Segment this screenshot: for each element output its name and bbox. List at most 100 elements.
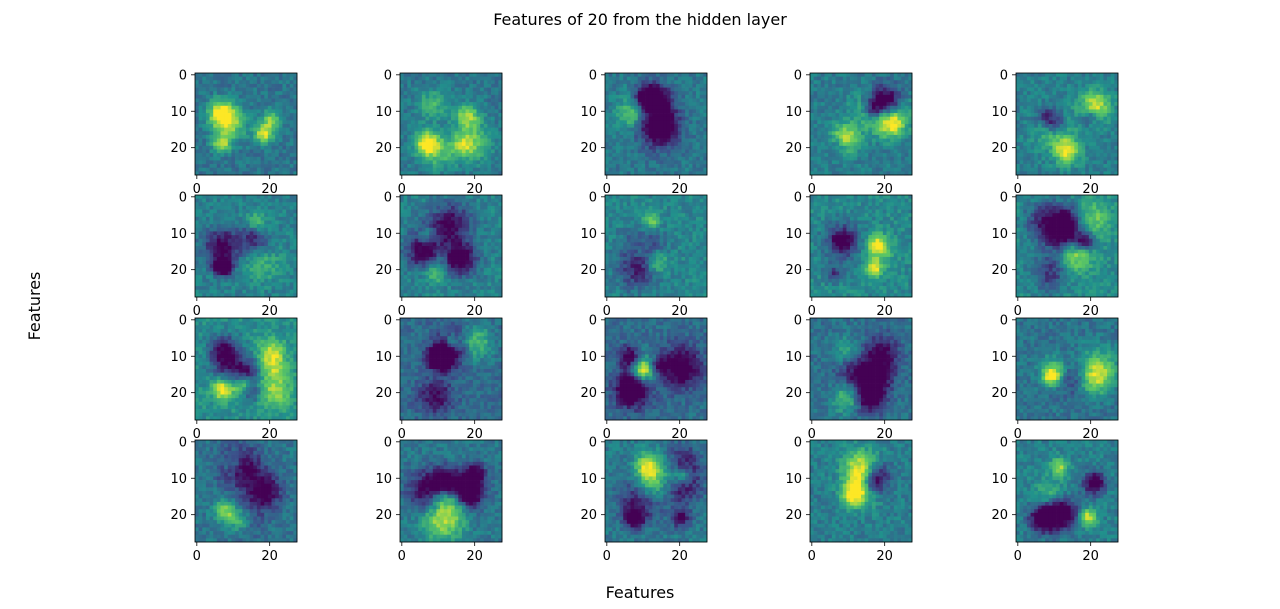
x-tick-label: 20 [1082,304,1099,319]
x-tick-label: 0 [1014,549,1022,564]
y-tick-label: 10 [580,472,597,487]
feature-image-16 [195,440,298,543]
panel-frame [1015,439,1119,543]
x-tick-label: 20 [671,182,688,197]
y-tick-label: 20 [991,386,1008,401]
y-tick-label: 20 [170,263,187,278]
x-tick-label: 0 [1014,182,1022,197]
y-tick-label: 0 [384,190,392,205]
panel-grid: 0 10 20 0 20 0 10 20 0 20 0 10 20 0 20 0 10 20 0 20 0 10 20 0 20… [170,68,1119,564]
feature-panel-1: 0 10 20 0 20 [170,68,298,197]
feature-image-12 [400,318,503,421]
panel-frame [604,439,708,543]
x-tick-label: 0 [808,304,816,319]
feature-image-1 [195,73,298,176]
feature-panel-8: 0 10 20 0 20 [580,190,708,319]
y-tick-label: 0 [179,68,187,83]
y-tick-label: 10 [785,105,802,120]
feature-panel-18: 0 10 20 0 20 [580,435,708,564]
y-tick-label: 10 [991,472,1008,487]
x-tick-label: 0 [808,549,816,564]
x-tick-label: 20 [671,304,688,319]
y-tick-label: 10 [991,227,1008,242]
y-tick-label: 10 [375,472,392,487]
y-tick-label: 20 [991,508,1008,523]
feature-image-3 [605,73,708,176]
y-tick-label: 20 [991,263,1008,278]
y-tick-label: 0 [179,190,187,205]
y-tick-label: 10 [375,227,392,242]
y-tick-label: 0 [589,313,597,328]
y-tick-label: 10 [785,350,802,365]
feature-image-19 [810,440,913,543]
feature-image-8 [605,195,708,298]
figure-y-label: Features [25,272,44,341]
y-tick-label: 10 [785,472,802,487]
x-tick-label: 0 [1014,427,1022,442]
feature-image-6 [195,195,298,298]
x-tick-label: 20 [466,182,483,197]
feature-panel-15: 0 10 20 0 20 [991,313,1119,442]
x-tick-label: 0 [398,427,406,442]
feature-panel-20: 0 10 20 0 20 [991,435,1119,564]
feature-image-11 [195,318,298,421]
y-tick-label: 20 [170,141,187,156]
x-tick-label: 20 [261,182,278,197]
y-tick-label: 10 [170,105,187,120]
y-tick-label: 20 [580,141,597,156]
figure-title: Features of 20 from the hidden layer [493,10,787,29]
x-tick-label: 0 [193,182,201,197]
panel-frame [1015,194,1119,298]
x-tick-label: 20 [261,304,278,319]
x-tick-label: 20 [1082,427,1099,442]
feature-image-7 [400,195,503,298]
feature-image-13 [605,318,708,421]
x-tick-label: 20 [876,182,893,197]
x-tick-label: 20 [466,427,483,442]
panel-frame [809,317,913,421]
x-tick-label: 0 [193,304,201,319]
y-tick-label: 10 [580,350,597,365]
y-tick-label: 0 [794,68,802,83]
y-tick-label: 20 [580,263,597,278]
y-tick-label: 20 [785,141,802,156]
feature-image-2 [400,73,503,176]
y-tick-label: 10 [375,105,392,120]
y-tick-label: 0 [1000,435,1008,450]
y-tick-label: 10 [991,105,1008,120]
y-tick-label: 20 [580,386,597,401]
y-tick-label: 0 [589,68,597,83]
feature-panel-7: 0 10 20 0 20 [375,190,503,319]
panel-frame [604,194,708,298]
feature-panel-5: 0 10 20 0 20 [991,68,1119,197]
feature-panel-13: 0 10 20 0 20 [580,313,708,442]
y-tick-label: 10 [580,105,597,120]
y-tick-label: 10 [375,350,392,365]
panel-frame [809,72,913,176]
x-tick-label: 0 [603,304,611,319]
y-tick-label: 10 [785,227,802,242]
y-tick-label: 0 [589,435,597,450]
y-tick-label: 10 [580,227,597,242]
x-tick-label: 0 [398,549,406,564]
feature-panel-11: 0 10 20 0 20 [170,313,298,442]
x-tick-label: 20 [466,549,483,564]
y-tick-label: 20 [785,386,802,401]
panel-frame [1015,317,1119,421]
y-tick-label: 10 [170,227,187,242]
x-tick-label: 0 [193,549,201,564]
feature-image-5 [1016,73,1119,176]
panel-frame [604,72,708,176]
feature-panel-14: 0 10 20 0 20 [785,313,913,442]
panel-frame [399,72,503,176]
y-tick-label: 20 [170,386,187,401]
x-tick-label: 20 [876,304,893,319]
panel-frame [399,439,503,543]
x-tick-label: 0 [398,182,406,197]
y-tick-label: 0 [384,68,392,83]
feature-panel-3: 0 10 20 0 20 [580,68,708,197]
feature-panel-12: 0 10 20 0 20 [375,313,503,442]
x-tick-label: 0 [398,304,406,319]
panel-frame [604,317,708,421]
panel-frame [194,439,298,543]
